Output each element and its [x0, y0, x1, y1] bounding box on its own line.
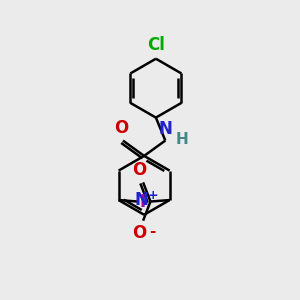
- Text: -: -: [150, 224, 156, 238]
- Text: N: N: [158, 120, 172, 138]
- Text: Cl: Cl: [147, 36, 165, 54]
- Text: +: +: [148, 188, 158, 202]
- Text: H: H: [176, 132, 188, 147]
- Text: O: O: [114, 119, 129, 137]
- Text: I: I: [139, 193, 145, 211]
- Text: O: O: [133, 224, 147, 242]
- Text: O: O: [133, 161, 147, 179]
- Text: N: N: [134, 191, 148, 209]
